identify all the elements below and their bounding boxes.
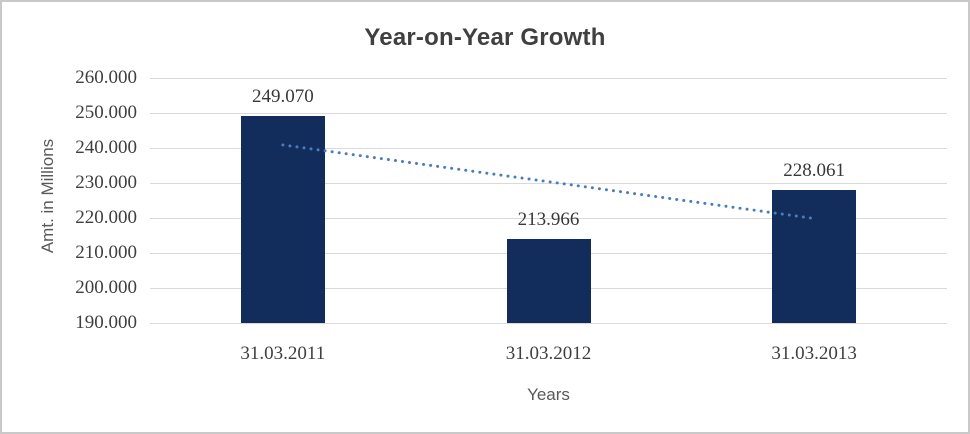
plot-area: 190.000 200.000 210.000 220.000 230.000 240.0… <box>75 67 947 364</box>
gridline <box>150 182 947 184</box>
y-tick-label: 250.000 <box>75 102 137 123</box>
data-label: 213.966 <box>517 209 580 231</box>
gridline <box>150 322 947 324</box>
data-label: 228.061 <box>783 159 846 181</box>
gridline <box>150 147 947 149</box>
y-tick-label: 190.000 <box>75 312 137 333</box>
x-tick-label: 31.03.2011 <box>240 343 326 364</box>
x-axis-title: Years <box>527 385 570 404</box>
gridline <box>150 217 947 219</box>
bar-31.03.2013 <box>772 189 857 323</box>
data-label: 249.070 <box>251 86 314 108</box>
y-tick-label: 260.000 <box>75 67 137 88</box>
y-tick-label: 230.000 <box>75 172 137 193</box>
x-tick-label: 31.03.2013 <box>771 343 857 364</box>
gridline <box>150 112 947 114</box>
bar-31.03.2012 <box>506 239 591 323</box>
x-tick-label: 31.03.2012 <box>505 343 592 364</box>
chart-title: Year-on-Year Growth <box>364 24 606 51</box>
y-tick-label: 200.000 <box>75 277 137 298</box>
trendline <box>281 143 816 220</box>
y-tick-label: 240.000 <box>75 137 137 158</box>
gridline <box>150 77 947 79</box>
y-tick-label: 220.000 <box>75 207 137 228</box>
bar-31.03.2011 <box>240 116 325 323</box>
y-tick-label: 210.000 <box>75 242 137 263</box>
